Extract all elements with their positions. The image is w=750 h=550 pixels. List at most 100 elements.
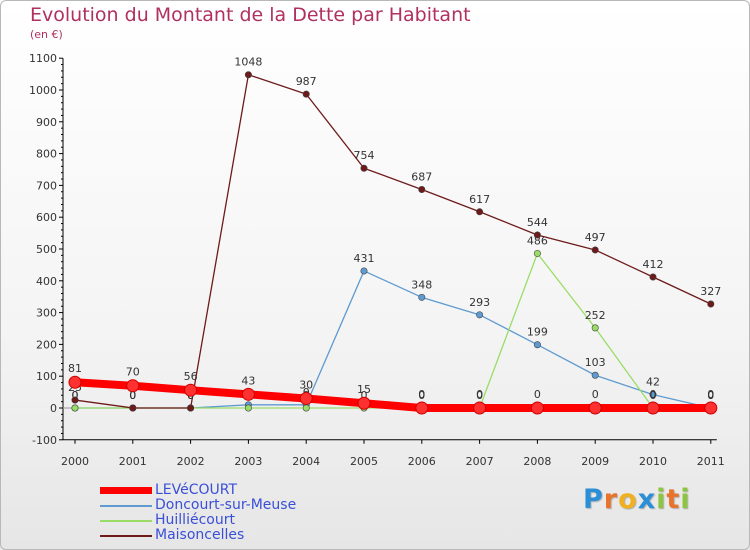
logo-letter: P	[583, 484, 604, 515]
legend-swatch	[100, 534, 152, 537]
data-label: 43	[241, 374, 255, 387]
data-point	[591, 371, 599, 379]
data-point	[244, 404, 252, 412]
data-label: 497	[585, 231, 606, 244]
x-tick-label: 2009	[581, 455, 609, 468]
y-tick-label: 500	[36, 243, 57, 256]
y-tick-label: 0	[50, 402, 57, 415]
data-point	[126, 379, 140, 393]
data-point	[415, 401, 429, 415]
data-point	[530, 401, 544, 415]
logo-letter: i	[656, 484, 667, 515]
data-label: 0	[707, 388, 714, 401]
data-label: 348	[411, 278, 432, 291]
x-tick-label: 2003	[234, 455, 262, 468]
x-tick-label: 2005	[350, 455, 378, 468]
legend-label: Huilliécourt	[155, 512, 235, 528]
proxiti-logo: Proxiti	[583, 484, 691, 515]
data-label: 617	[469, 193, 490, 206]
legend-swatch	[100, 487, 152, 494]
data-label: 81	[68, 362, 82, 375]
data-label: 252	[585, 309, 606, 322]
legend-swatch	[100, 519, 152, 522]
y-tick-label: 400	[36, 275, 57, 288]
x-tick-label: 2006	[408, 455, 436, 468]
data-point	[241, 387, 255, 401]
data-label: 0	[592, 388, 599, 401]
y-tick-label: 1100	[29, 52, 57, 65]
data-point	[360, 164, 368, 172]
legend-swatch	[100, 504, 152, 507]
data-point	[533, 341, 541, 349]
data-point	[649, 273, 657, 281]
data-point	[473, 401, 487, 415]
data-label: 15	[357, 383, 371, 396]
data-label: 70	[126, 366, 140, 379]
data-label: 0	[650, 389, 657, 402]
data-label: 0	[129, 389, 136, 402]
legend-label: LEVéCOURT	[155, 482, 238, 498]
legend-label: Doncourt-sur-Meuse	[155, 497, 297, 513]
data-label: 412	[643, 258, 664, 271]
data-label: 486	[527, 234, 548, 247]
y-tick-label: 300	[36, 307, 57, 320]
data-label: 30	[299, 378, 313, 391]
logo-letter: t	[666, 484, 681, 515]
data-label: 0	[129, 389, 136, 402]
data-point	[244, 71, 252, 79]
series-line	[71, 378, 715, 412]
data-label: 0	[418, 388, 425, 401]
chart-title: Evolution du Montant de la Dette par Hab…	[30, 4, 471, 26]
data-point	[649, 391, 657, 399]
y-tick-label: 100	[36, 370, 57, 383]
data-point	[646, 401, 660, 415]
data-label: 327	[700, 285, 721, 298]
series-line	[74, 74, 712, 409]
data-point	[187, 404, 195, 412]
data-label: 103	[585, 356, 606, 369]
y-tick-label: -100	[32, 434, 57, 447]
data-point	[418, 293, 426, 301]
data-label: 431	[354, 252, 375, 265]
data-label: 293	[469, 296, 490, 309]
data-label: 754	[354, 149, 375, 162]
x-tick-label: 2008	[523, 455, 551, 468]
y-tick-label: 1000	[29, 84, 57, 97]
data-point	[476, 208, 484, 216]
data-point	[71, 396, 79, 404]
data-label: 687	[411, 171, 432, 184]
data-point	[591, 246, 599, 254]
data-point	[357, 396, 371, 410]
data-point	[360, 267, 368, 275]
data-label: 0	[361, 389, 368, 402]
data-label: 0	[129, 389, 136, 402]
data-point	[184, 383, 198, 397]
data-point	[302, 404, 310, 412]
data-label: 56	[184, 370, 198, 383]
y-tick-label: 200	[36, 338, 57, 351]
x-tick-label: 2000	[61, 455, 89, 468]
data-label: 0	[707, 389, 714, 402]
logo-letter: i	[680, 484, 691, 515]
data-point	[476, 311, 484, 319]
data-point	[588, 401, 602, 415]
logo-letter: x	[637, 484, 657, 515]
data-point	[68, 375, 82, 389]
x-tick-label: 2001	[119, 455, 147, 468]
data-point	[302, 90, 310, 98]
data-point	[71, 404, 79, 412]
data-point	[418, 186, 426, 194]
y-tick-label: 900	[36, 116, 57, 129]
y-tick-label: 600	[36, 211, 57, 224]
x-tick-label: 2004	[292, 455, 320, 468]
data-label: 544	[527, 216, 548, 229]
data-point	[533, 231, 541, 239]
data-point	[707, 300, 715, 308]
data-label: 0	[476, 389, 483, 402]
y-tick-label: 800	[36, 148, 57, 161]
data-point	[129, 404, 137, 412]
data-label: 199	[527, 326, 548, 339]
data-label: 0	[418, 389, 425, 402]
logo-letter: o	[618, 484, 638, 515]
data-point	[299, 391, 313, 405]
